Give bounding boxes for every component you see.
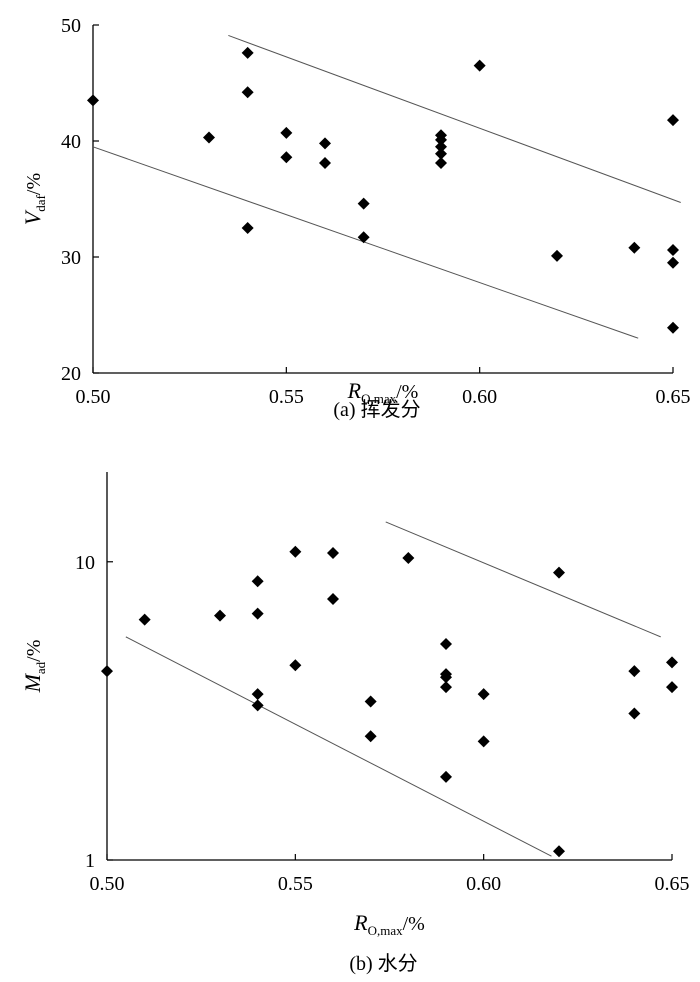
data-point — [203, 131, 215, 144]
data-point — [327, 593, 339, 606]
data-point — [241, 86, 254, 99]
y-tick-label: 20 — [61, 363, 81, 385]
data-point — [435, 140, 447, 153]
data-point — [214, 609, 226, 622]
x-tick-label: 0.65 — [655, 873, 690, 895]
data-point — [251, 607, 264, 620]
y-axis-label-sub: ad — [33, 661, 48, 674]
data-point — [289, 659, 302, 672]
data-point — [280, 126, 293, 139]
data-point — [319, 157, 331, 170]
data-point — [553, 845, 565, 858]
y-axis-label: Vdaf/% — [20, 173, 48, 225]
y-tick-label: 50 — [61, 15, 81, 37]
y-tick-label: 1 — [85, 850, 95, 872]
data-point — [87, 94, 99, 107]
data-point — [477, 735, 490, 748]
data-point — [667, 114, 679, 127]
x-axis-label-unit: /% — [396, 381, 418, 403]
data-point — [435, 133, 447, 146]
y-axis-label-unit: /% — [23, 640, 45, 662]
trend-line — [385, 521, 661, 638]
data-point — [628, 665, 641, 678]
y-axis-label-var: V — [20, 209, 45, 225]
data-point — [251, 688, 264, 701]
trend-line — [125, 636, 552, 857]
data-point — [289, 545, 302, 558]
data-point — [402, 551, 415, 564]
data-point — [251, 699, 264, 712]
data-point — [241, 46, 254, 59]
data-point — [667, 321, 679, 334]
x-axis-label: RO,max/% — [353, 910, 425, 938]
data-point — [327, 547, 339, 560]
y-tick-label: 30 — [61, 247, 81, 269]
data-point — [319, 137, 331, 150]
data-point — [251, 575, 264, 588]
x-axis-label-var: R — [347, 378, 362, 403]
data-point — [667, 256, 679, 269]
y-axis-label-unit: /% — [23, 173, 45, 195]
data-point — [357, 197, 370, 210]
data-point — [628, 707, 641, 720]
y-axis-label: Mad/% — [20, 640, 48, 694]
data-point — [667, 244, 679, 257]
x-tick-label: 0.55 — [278, 873, 313, 895]
data-point — [440, 770, 452, 783]
x-tick-label: 0.55 — [269, 386, 304, 408]
trend-line — [92, 146, 639, 339]
x-tick-label: 0.50 — [76, 386, 111, 408]
data-point — [241, 222, 254, 234]
chart-volatile-matter: 0.50 0.55 0.60 0.6520304050RO,max/%Vdaf/%(a… — [20, 15, 691, 421]
data-point — [435, 147, 447, 160]
x-tick-label: 0.60 — [466, 873, 501, 895]
x-axis-label-sub: O,max — [368, 923, 404, 938]
data-point — [101, 665, 113, 678]
x-tick-label: 0.50 — [90, 873, 125, 895]
data-point — [364, 695, 377, 708]
data-point — [435, 157, 447, 170]
data-point — [364, 730, 377, 743]
data-point — [477, 688, 490, 701]
data-point — [280, 151, 293, 164]
x-tick-label: 0.65 — [656, 386, 691, 408]
y-tick-label: 10 — [75, 552, 95, 574]
data-point — [551, 249, 563, 262]
x-axis-label-var: R — [353, 910, 368, 935]
y-axis-label-sub: daf — [33, 194, 48, 211]
chart-caption: (a) 挥发分 — [333, 398, 420, 421]
y-tick-label: 40 — [61, 131, 81, 153]
data-point — [440, 681, 452, 694]
x-axis-label-sub: O,max — [361, 391, 397, 406]
data-point — [628, 241, 641, 254]
x-tick-label: 0.60 — [462, 386, 497, 408]
x-axis-label: RO,max/% — [347, 378, 419, 406]
x-axis-label-unit: /% — [403, 913, 425, 935]
data-point — [138, 613, 151, 626]
data-point — [666, 681, 678, 694]
data-point — [357, 231, 370, 244]
trend-line — [228, 34, 681, 203]
data-point — [440, 638, 452, 651]
data-point — [440, 671, 452, 684]
chart-caption: (b) 水分 — [349, 952, 417, 975]
data-point — [553, 566, 565, 579]
data-point — [473, 59, 486, 72]
y-axis-label-var: M — [20, 672, 45, 693]
data-point — [666, 656, 678, 669]
